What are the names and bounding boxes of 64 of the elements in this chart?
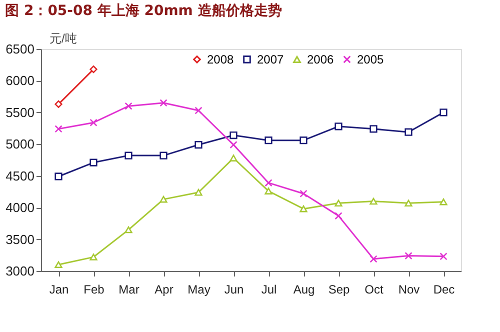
y-tick-label: 4500 [6, 168, 34, 184]
point [230, 154, 238, 162]
point [334, 200, 342, 207]
point [264, 188, 272, 194]
x-tick-label: Jul [261, 282, 277, 296]
point [300, 190, 308, 198]
x-tick-label: Oct [364, 282, 384, 296]
point [90, 158, 98, 166]
x-tick-label: Jun [224, 282, 244, 296]
x-tick-label: Sep [328, 282, 350, 296]
point [194, 106, 202, 114]
point [194, 188, 202, 196]
legend-label: 2007 [257, 52, 284, 66]
point [160, 196, 168, 203]
point [124, 152, 132, 160]
point [440, 252, 448, 260]
x-tick-label: May [188, 282, 210, 296]
point [264, 179, 272, 187]
x-tick-label: Feb [84, 282, 105, 296]
point [404, 128, 412, 136]
y-tick-label: 3000 [6, 264, 34, 278]
point [230, 131, 238, 140]
x-tick-label: Apr [154, 282, 174, 296]
point [90, 65, 98, 74]
point [124, 102, 132, 110]
point [300, 205, 308, 212]
y-tick-label: 5000 [6, 136, 34, 152]
legend-label: 2008 [207, 52, 234, 66]
point [440, 108, 448, 116]
point [300, 136, 308, 144]
point [90, 254, 98, 260]
y-tick-label: 4000 [6, 200, 34, 216]
point [54, 261, 62, 268]
x-tick-label: Aug [293, 282, 315, 296]
point [90, 118, 98, 126]
legend-label: 2005 [357, 52, 384, 66]
y-axis-title: 元/吨 [50, 32, 77, 46]
point [230, 140, 238, 149]
point [264, 136, 272, 144]
point [370, 125, 378, 133]
x-tick-label: Jan [49, 282, 69, 296]
point [160, 99, 168, 107]
y-tick-label: 5500 [6, 104, 34, 120]
point [404, 252, 412, 260]
chart-title: 图 2：05-08 年上海 20mm 造船价格走势 [5, 3, 282, 19]
point [160, 152, 168, 160]
y-tick-label: 6000 [6, 73, 34, 88]
point [54, 172, 62, 180]
point [194, 140, 202, 149]
point [334, 212, 342, 220]
y-tick-label: 6500 [6, 42, 34, 56]
point [334, 122, 342, 130]
point [370, 198, 378, 205]
y-tick-label: 3500 [6, 232, 34, 247]
point [404, 200, 412, 207]
x-tick-label: Dec [433, 282, 455, 296]
x-tick-label: Mar [118, 282, 140, 296]
point [440, 198, 448, 206]
point [54, 100, 62, 108]
x-tick-label: Nov [398, 282, 420, 296]
legend-label: 2006 [307, 52, 334, 66]
point [54, 125, 62, 133]
point [370, 255, 378, 263]
point [124, 226, 132, 234]
